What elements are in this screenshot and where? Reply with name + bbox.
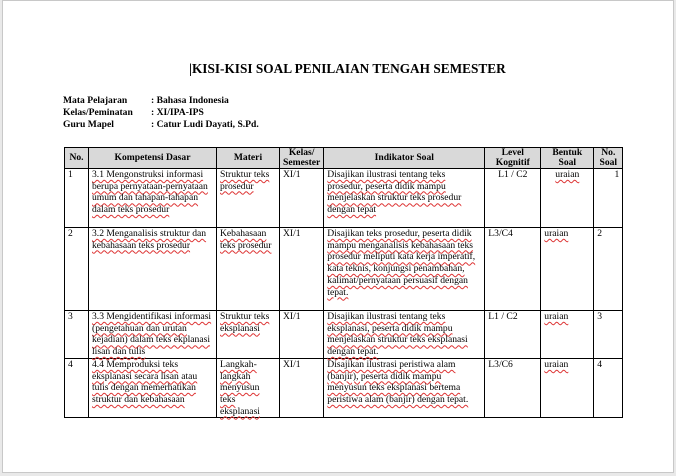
cell-level: L1 / C2 <box>484 310 542 359</box>
cell-kelas: XI/1 <box>278 168 325 228</box>
table-row: 4 4.4 Memproduksi teks eksplanasi secara … <box>64 357 624 419</box>
cell-bentuk: uraian <box>540 168 595 228</box>
cell-kelas: XI/1 <box>278 227 325 311</box>
header-kd: Kompetensi Dasar <box>88 147 217 169</box>
cell-no: 2 <box>64 227 89 311</box>
table-row: 3 3.3 Mengidentifikasi informasi (pengeta… <box>64 310 624 359</box>
document-title: |KISI-KISI SOAL PENILAIAN TENGAH SEMESTE… <box>189 61 506 76</box>
cell-bentuk: uraian <box>540 310 595 359</box>
cell-no: 3 <box>64 310 89 359</box>
table-row: 2 3.2 Menganalisis struktur dan kebahasaa… <box>64 227 624 311</box>
grid-table: No. Kompetensi Dasar Materi Kelas/ Semes… <box>64 147 624 419</box>
cell-kelas: XI/1 <box>278 357 325 419</box>
header-nosoal: No. Soal <box>593 147 624 169</box>
cell-materi: Langkah-langkah menyusun teks eksplanasi <box>216 357 280 419</box>
table-header-row: No. Kompetensi Dasar Materi Kelas/ Semes… <box>64 147 624 169</box>
cell-indikator: Disajikan teks prosedur, peserta didik m… <box>323 227 486 311</box>
cell-level: L1 / C2 <box>484 168 542 228</box>
header-bentuk: Bentuk Soal <box>540 147 595 169</box>
cell-kd: 3.3 Mengidentifikasi informasi (pengetah… <box>88 310 217 359</box>
cell-indikator: Disajikan ilustrasi tentang teks eksplan… <box>323 310 486 359</box>
cell-materi: Struktur teks eksplanasi <box>216 310 280 359</box>
cell-no: 4 <box>64 357 89 419</box>
cell-no: 1 <box>64 168 89 228</box>
cell-indikator: Disajikan ilustrasi peristiwa alam (banj… <box>323 357 486 419</box>
table-row: 1 3.1 Mengonstruksi informasi berupa pern… <box>64 168 624 228</box>
header-materi: Materi <box>216 147 280 169</box>
header-indikator: Indikator Soal <box>323 147 486 169</box>
cell-nosoal: 4 <box>593 357 624 419</box>
cell-nosoal: 3 <box>593 310 624 359</box>
cell-bentuk: uraian <box>540 227 595 311</box>
header-level: Level Kognitif <box>484 147 542 169</box>
cell-kd: 3.1 Mengonstruksi informasi berupa perny… <box>88 168 217 228</box>
cell-bentuk: uraian <box>540 357 595 419</box>
header-kelas: Kelas/ Semester <box>278 147 325 169</box>
cell-level: L3/C6 <box>484 357 542 419</box>
cell-nosoal: 1 <box>593 168 624 228</box>
cell-kd: 4.4 Memproduksi teks eksplanasi secara l… <box>88 357 217 419</box>
cell-level: L3/C4 <box>484 227 542 311</box>
cell-kd: 3.2 Menganalisis struktur dan kebahasaan… <box>88 227 217 311</box>
cell-indikator: Disajikan ilustrasi tentang teks prosedu… <box>323 168 486 228</box>
cell-kelas: XI/1 <box>278 310 325 359</box>
cell-nosoal: 2 <box>593 227 624 311</box>
cell-materi: Kebahasaan teks prosedur <box>216 227 280 311</box>
header-no: No. <box>64 147 89 169</box>
cell-materi: Struktur teks prosedur <box>216 168 280 228</box>
